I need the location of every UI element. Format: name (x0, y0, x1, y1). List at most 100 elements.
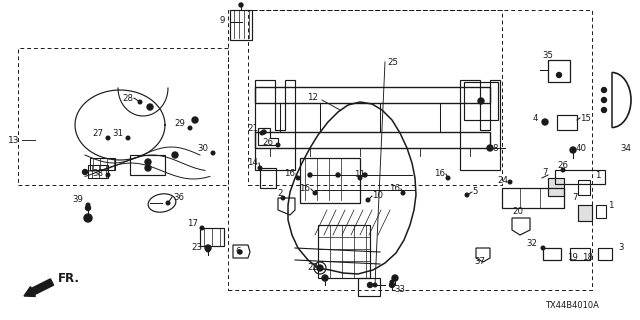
Text: 16: 16 (284, 169, 295, 178)
Text: 17: 17 (187, 219, 198, 228)
Circle shape (401, 191, 405, 195)
Text: 25: 25 (387, 58, 398, 67)
Circle shape (166, 201, 170, 205)
Circle shape (363, 173, 367, 177)
Text: 38: 38 (92, 169, 103, 178)
Circle shape (188, 126, 192, 130)
Bar (18, 48, 228, 185)
Text: 26: 26 (557, 161, 568, 170)
Circle shape (602, 98, 607, 102)
Circle shape (126, 136, 130, 140)
Circle shape (238, 250, 242, 254)
Text: 23: 23 (191, 244, 202, 252)
Circle shape (239, 3, 243, 7)
Bar (300, 158, 360, 203)
Circle shape (138, 100, 142, 104)
Circle shape (192, 117, 198, 123)
Text: 29: 29 (174, 118, 185, 127)
Circle shape (258, 166, 262, 170)
Circle shape (147, 104, 153, 110)
Bar (358, 278, 380, 296)
Text: 27: 27 (92, 129, 103, 138)
Circle shape (83, 170, 88, 174)
Circle shape (570, 147, 576, 153)
Circle shape (276, 143, 280, 147)
Circle shape (205, 245, 211, 251)
Circle shape (602, 108, 607, 113)
Circle shape (487, 145, 493, 151)
Text: 16: 16 (299, 183, 310, 193)
Text: 7: 7 (573, 194, 578, 203)
Text: 33: 33 (394, 285, 405, 294)
Bar (570, 248, 590, 260)
Circle shape (541, 246, 545, 250)
Text: 6: 6 (236, 247, 241, 257)
Text: 34: 34 (620, 143, 631, 153)
Circle shape (145, 159, 151, 165)
Circle shape (557, 73, 561, 77)
Bar (200, 228, 224, 246)
Circle shape (172, 152, 178, 158)
Circle shape (86, 205, 90, 211)
Circle shape (322, 275, 328, 281)
Bar (578, 180, 590, 195)
Bar (543, 248, 561, 260)
Text: 16: 16 (389, 183, 400, 193)
Text: 4: 4 (532, 114, 538, 123)
Text: 21: 21 (247, 124, 258, 132)
Text: 12: 12 (307, 92, 318, 101)
Circle shape (262, 130, 266, 134)
Circle shape (106, 173, 110, 177)
Text: 7: 7 (543, 167, 548, 177)
Circle shape (367, 283, 372, 287)
Circle shape (84, 214, 92, 222)
Text: 31: 31 (112, 129, 123, 138)
Circle shape (106, 136, 110, 140)
Text: 5: 5 (472, 188, 477, 196)
Text: 16: 16 (434, 169, 445, 178)
Text: 15: 15 (580, 114, 591, 123)
Text: 18: 18 (582, 253, 593, 262)
Circle shape (392, 275, 398, 281)
Circle shape (561, 168, 564, 172)
Bar (248, 10, 502, 185)
Bar (596, 205, 606, 218)
Text: 1: 1 (608, 201, 614, 210)
Circle shape (543, 120, 547, 124)
Circle shape (308, 173, 312, 177)
Circle shape (390, 280, 394, 284)
Circle shape (602, 87, 607, 92)
Text: 11: 11 (355, 170, 365, 179)
Circle shape (296, 176, 300, 180)
Circle shape (260, 131, 264, 135)
Text: 35: 35 (543, 51, 554, 60)
Bar (230, 10, 252, 40)
Text: 13: 13 (8, 135, 19, 145)
Bar (260, 168, 276, 188)
Circle shape (317, 265, 323, 271)
Bar (555, 170, 605, 184)
Circle shape (446, 176, 450, 180)
Circle shape (145, 165, 151, 171)
Text: 30: 30 (197, 143, 208, 153)
Bar (502, 188, 564, 208)
Text: 24: 24 (497, 175, 508, 185)
Text: 2: 2 (277, 188, 283, 197)
Circle shape (211, 151, 215, 155)
Circle shape (478, 98, 484, 104)
Circle shape (373, 283, 377, 287)
Circle shape (465, 193, 469, 197)
Bar (578, 205, 592, 221)
Circle shape (508, 180, 512, 184)
FancyArrow shape (24, 279, 54, 296)
Text: 28: 28 (122, 93, 133, 102)
Bar (557, 115, 577, 130)
Text: FR.: FR. (58, 271, 80, 284)
Circle shape (281, 196, 285, 200)
Text: 36: 36 (173, 193, 184, 202)
Bar (548, 178, 564, 196)
Text: 10: 10 (372, 190, 383, 199)
Text: 37: 37 (474, 258, 486, 267)
Text: 20: 20 (513, 207, 524, 217)
Circle shape (542, 119, 548, 125)
